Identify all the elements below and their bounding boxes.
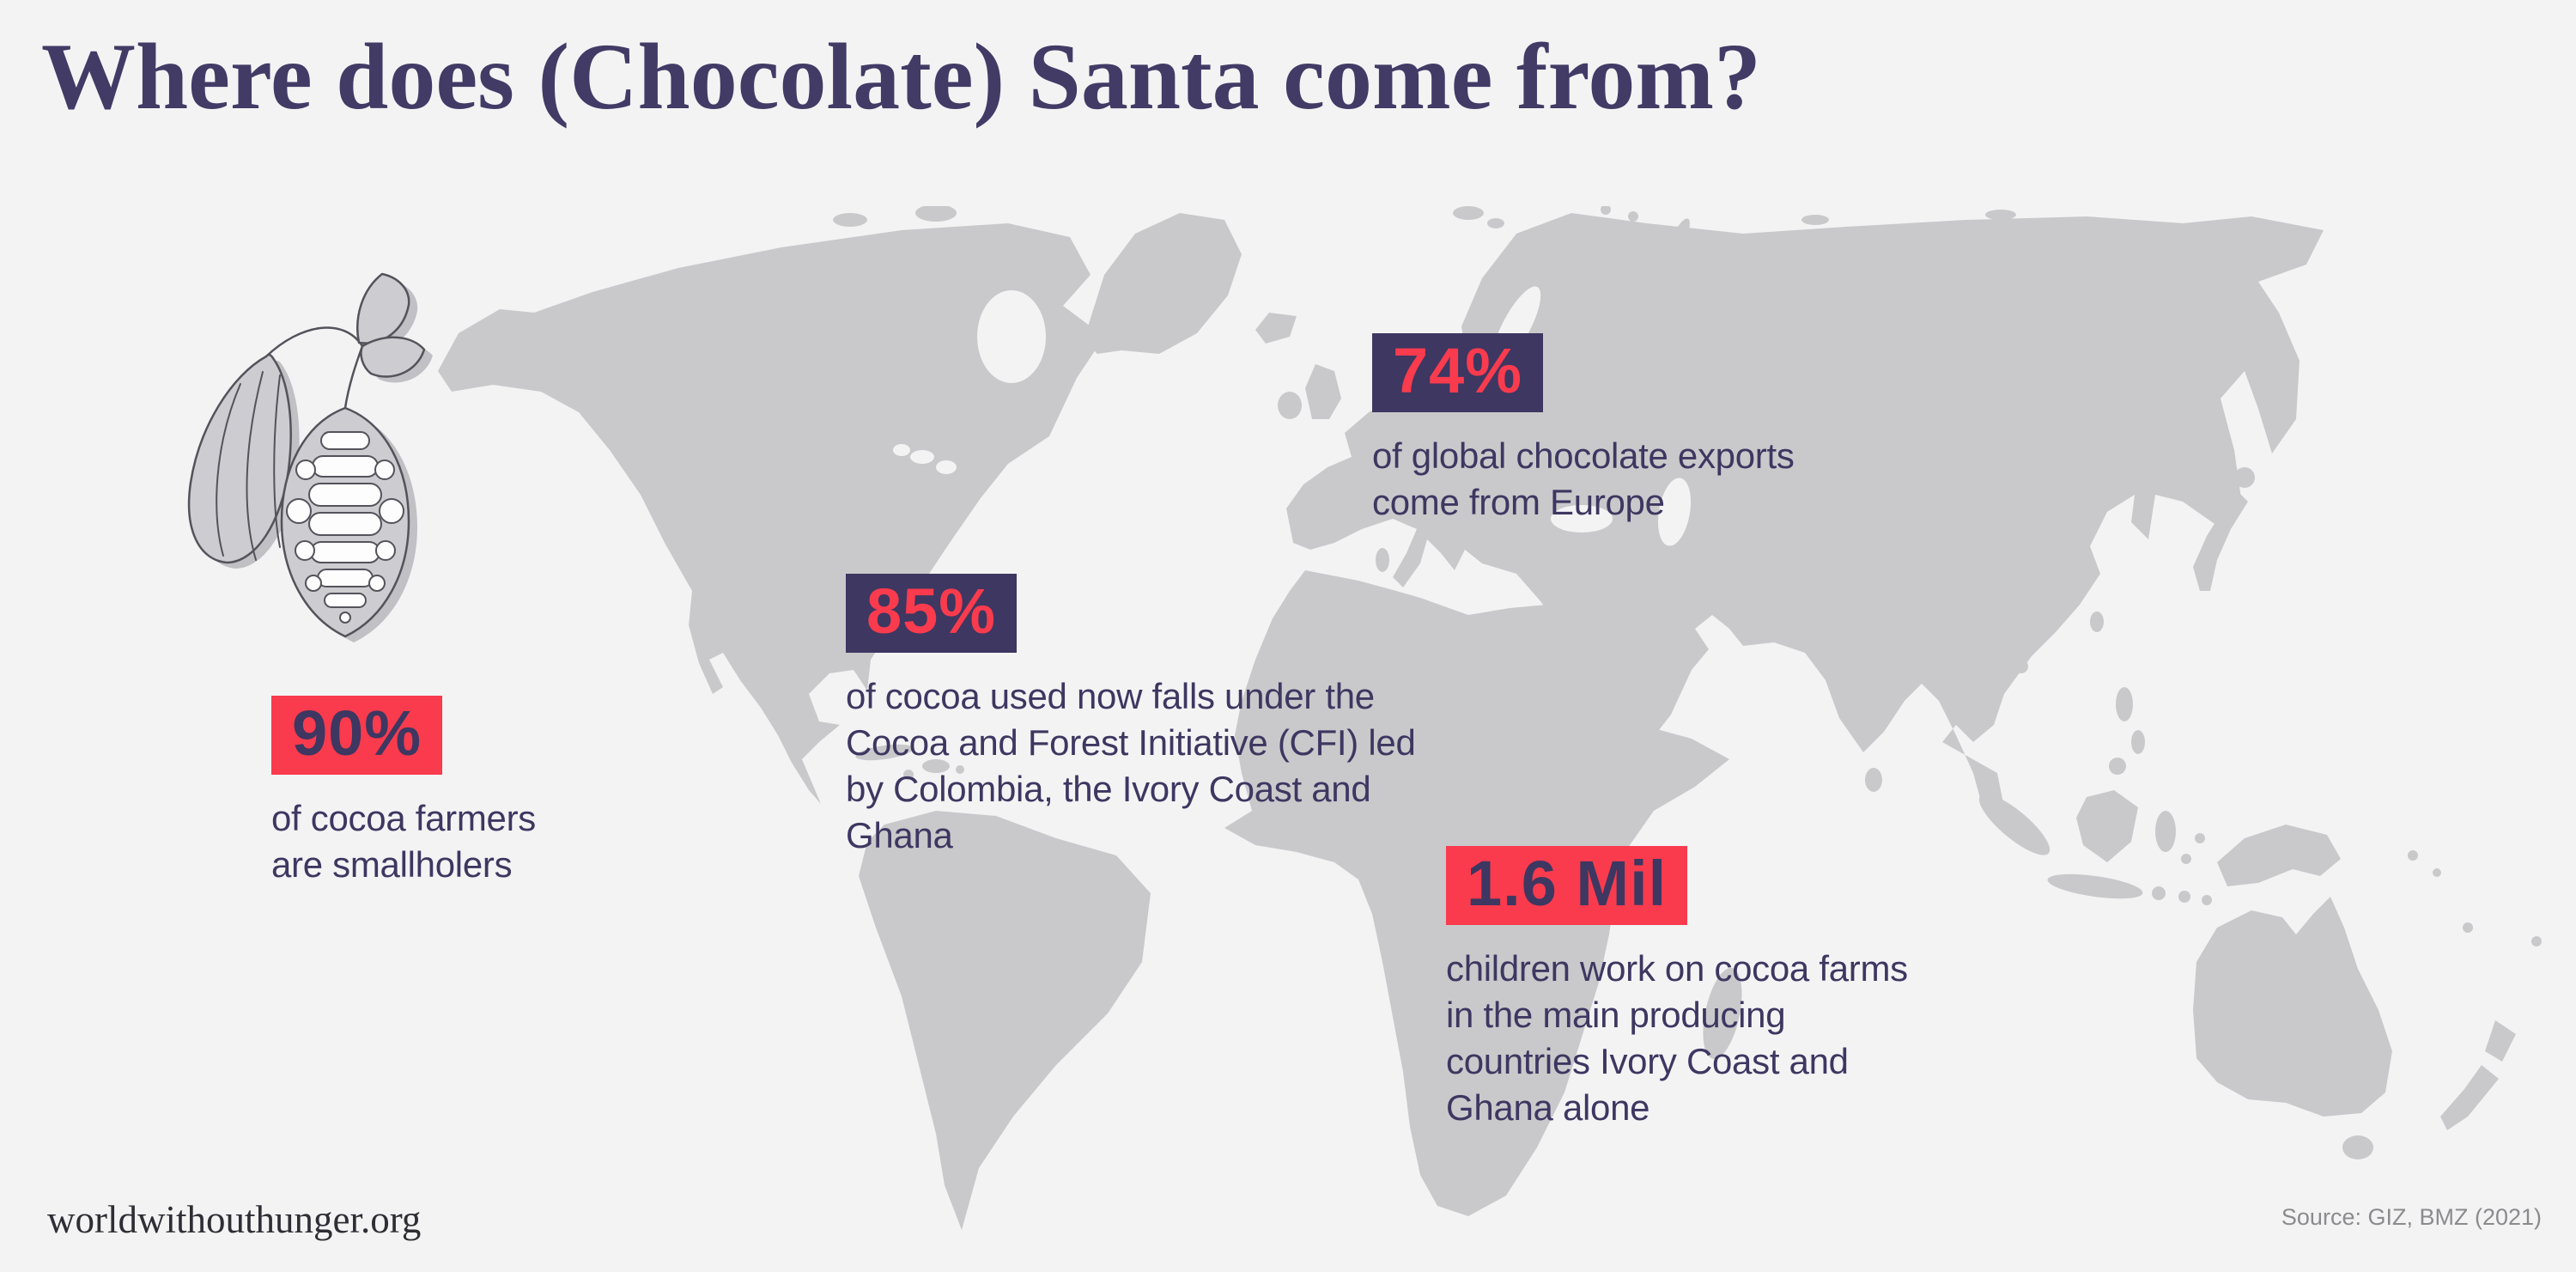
island-new-zealand xyxy=(2485,1020,2516,1062)
stat-child-labour: 1.6 Mil children work on cocoa farms in … xyxy=(1446,846,1908,1131)
stat-caption: of cocoa used now falls under the Cocoa … xyxy=(846,676,1416,855)
stat-cocoa-cfi: 85% of cocoa used now falls under the Co… xyxy=(846,574,1416,859)
cocoa-pod-icon xyxy=(187,272,433,642)
hudson-bay xyxy=(977,290,1046,383)
page-title: Where does (Chocolate) Santa come from? xyxy=(41,24,1762,129)
island-britain xyxy=(1305,364,1341,419)
stat-value-badge: 74% xyxy=(1372,333,1544,412)
source-credit: Source: GIZ, BMZ (2021) xyxy=(2281,1204,2542,1230)
continent-eurasia xyxy=(1286,213,2324,825)
caspian-sea xyxy=(1657,478,1692,546)
black-sea xyxy=(1551,505,1613,533)
continent-australia xyxy=(2193,897,2392,1117)
island-new-guinea xyxy=(2217,825,2341,886)
continent-south-america xyxy=(859,811,1151,1230)
website-url: worldwithouthunger.org xyxy=(47,1198,422,1241)
continent-north-america xyxy=(438,223,1104,804)
stat-value-badge: 1.6 Mil xyxy=(1446,846,1688,925)
island-japan xyxy=(2193,491,2248,591)
cocoa-pod-whole xyxy=(187,353,292,564)
cocoa-leaf xyxy=(360,336,426,378)
stat-value-badge: 85% xyxy=(846,574,1018,653)
stat-caption: children work on cocoa farms in the main… xyxy=(1446,948,1908,1128)
island-madagascar xyxy=(1703,968,1742,1059)
stat-caption: of global chocolate exports come from Eu… xyxy=(1372,435,1795,522)
stat-caption: of cocoa farmers are smallholers xyxy=(271,798,536,885)
stat-value-badge: 90% xyxy=(271,696,443,775)
island-greenland xyxy=(1084,213,1242,354)
stat-cocoa-farmers: 90% of cocoa farmers are smallholers xyxy=(271,696,536,888)
stat-chocolate-exports: 74% of global chocolate exports come fro… xyxy=(1372,333,1795,526)
island-tasmania xyxy=(2342,1135,2373,1159)
